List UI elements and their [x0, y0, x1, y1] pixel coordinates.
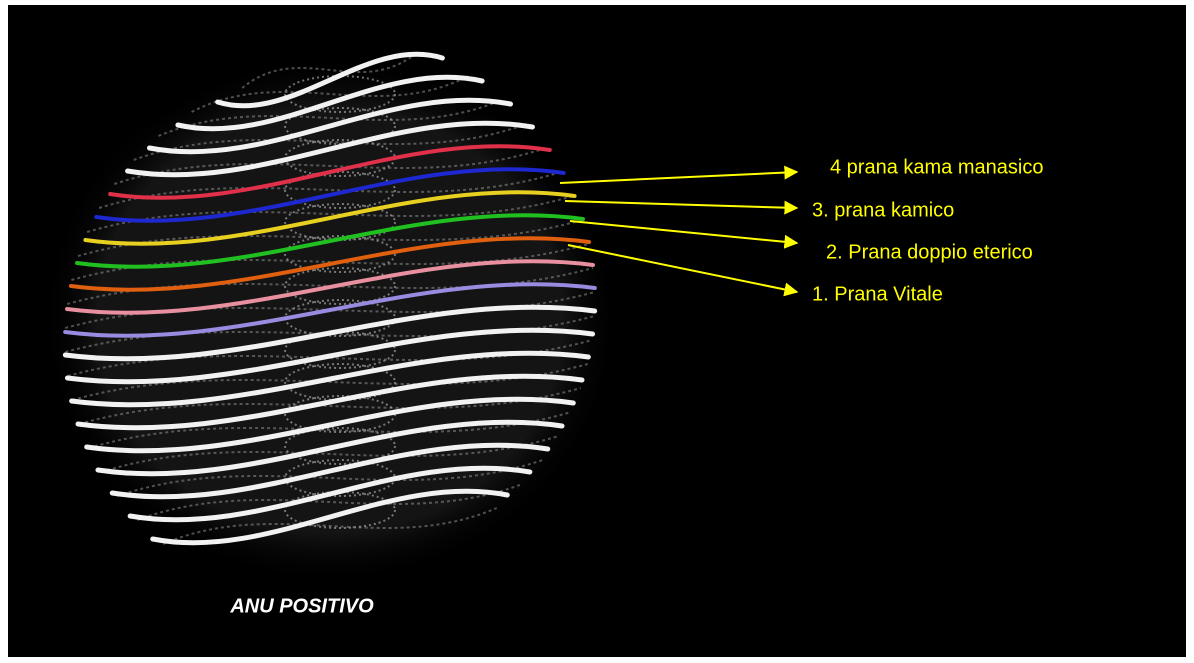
label: 1. Prana Vitale [812, 283, 943, 305]
label: 3. prana kamico [812, 199, 954, 221]
sphere-glow [40, 55, 620, 585]
caption: ANU POSITIVO [229, 595, 374, 617]
label: 2. Prana doppio eterico [826, 241, 1033, 263]
label: 4 prana kama manasico [830, 156, 1043, 178]
diagram: 4 prana kama manasico 3. prana kamico 2.… [0, 0, 1194, 663]
page: 4 prana kama manasico 3. prana kamico 2.… [0, 0, 1194, 663]
